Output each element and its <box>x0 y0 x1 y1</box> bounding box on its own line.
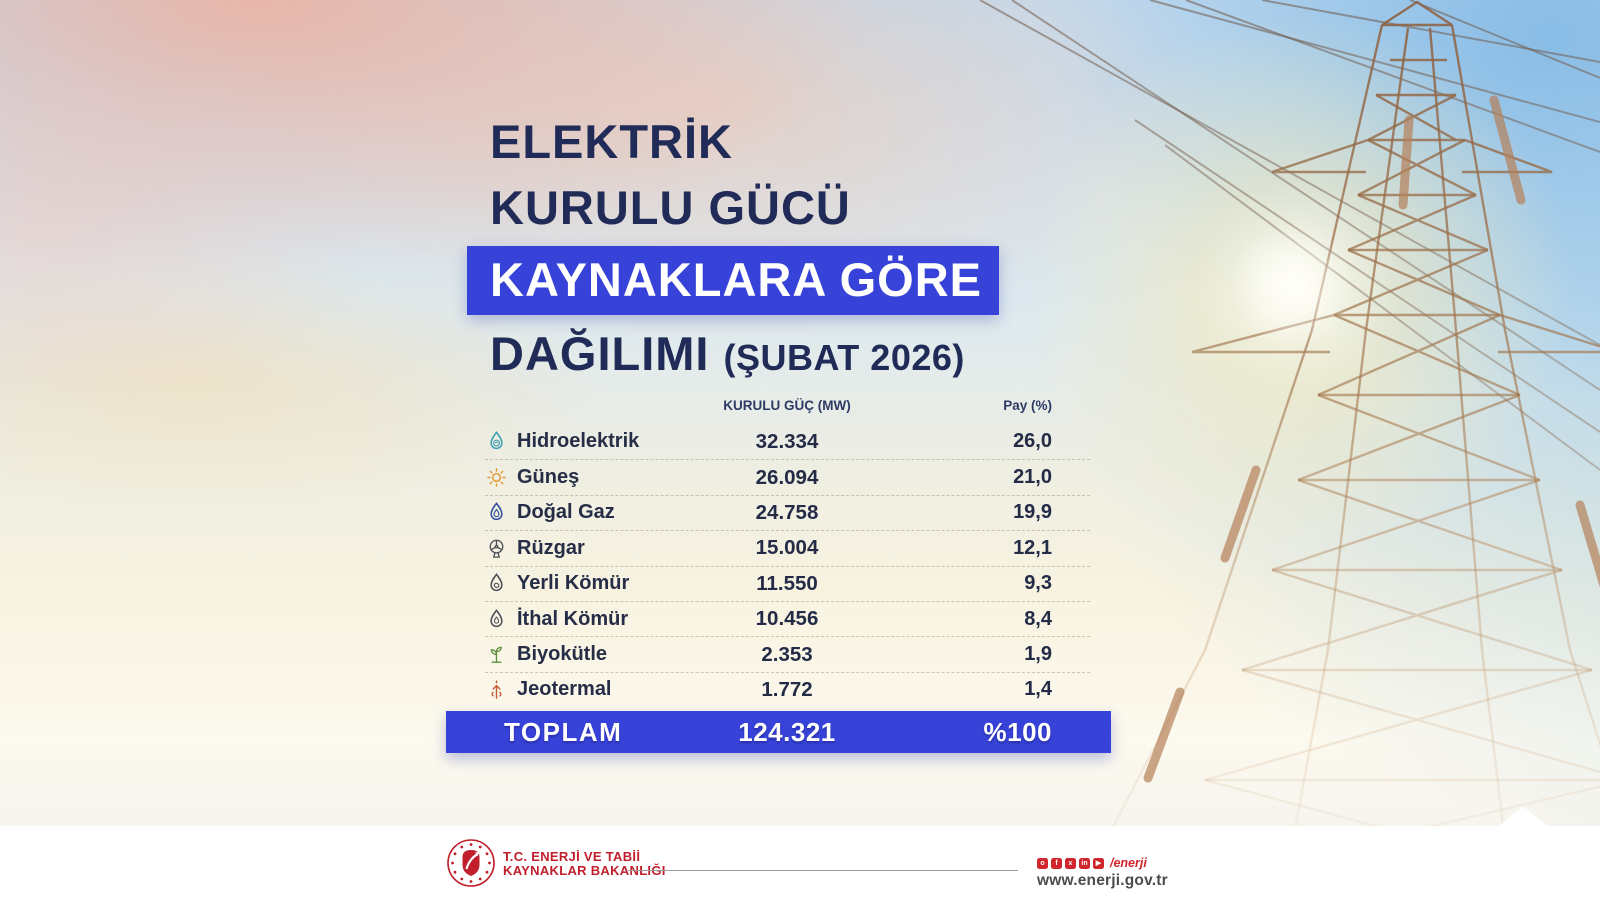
facebook-icon: f <box>1051 857 1062 869</box>
capacity-value: 11.550 <box>756 571 818 595</box>
imported-coal-icon <box>485 608 508 631</box>
capacity-value: 24.758 <box>755 500 819 524</box>
table-row: Doğal Gaz 24.758 19,9 <box>485 494 1090 530</box>
capacity-value: 26.094 <box>755 465 819 489</box>
social-icons-row: o f x in ▶ /enerji <box>1037 856 1168 870</box>
share-value: 1,9 <box>1024 643 1052 666</box>
table-row: Rüzgar 15.004 12,1 <box>485 530 1090 565</box>
source-label: Biyokütle <box>517 643 608 666</box>
total-capacity-value: 124.321 <box>738 716 836 747</box>
share-value: 9,3 <box>1024 572 1052 595</box>
instagram-icon: o <box>1037 857 1048 869</box>
hydro-drop-icon <box>485 430 508 453</box>
column-header-capacity: KURULU GÜÇ (MW) <box>723 398 851 413</box>
title-line-4-date: (ŞUBAT 2026) <box>723 337 965 378</box>
source-label: Doğal Gaz <box>517 501 615 524</box>
title-line-1: ELEKTRİK <box>490 115 733 168</box>
table-row: Güneş 26.094 21,0 <box>485 459 1090 494</box>
domestic-coal-icon <box>485 572 508 595</box>
footer-divider-line <box>628 870 1018 871</box>
sun-core <box>1228 223 1353 348</box>
table-row: Biyokütle 2.353 1,9 <box>485 636 1090 671</box>
table-header: KURULU GÜÇ (MW) Pay (%) <box>446 398 1111 424</box>
capacity-table: KURULU GÜÇ (MW) Pay (%) Hidroelektrik 32… <box>446 398 1111 754</box>
social-handle: /enerji <box>1110 856 1147 870</box>
share-value: 12,1 <box>1013 536 1052 559</box>
title-line-4-main: DAĞILIMI <box>490 327 710 380</box>
share-value: 26,0 <box>1013 430 1052 453</box>
share-value: 19,9 <box>1013 501 1052 524</box>
total-row: TOPLAM 124.321 %100 <box>446 711 1111 754</box>
ministry-name-line2: KAYNAKLAR BAKANLIĞI <box>503 863 666 878</box>
title-line-2: KURULU GÜCÜ <box>490 181 851 234</box>
x-icon: x <box>1065 857 1076 869</box>
table-row: Yerli Kömür 11.550 9,3 <box>485 565 1090 601</box>
ministry-name: T.C. ENERJİ VE TABİİ KAYNAKLAR BAKANLIĞI <box>503 850 666 878</box>
geothermal-icon <box>485 678 508 701</box>
ministry-name-line1: T.C. ENERJİ VE TABİİ <box>503 849 641 864</box>
capacity-value: 10.456 <box>755 607 819 631</box>
ministry-logo <box>447 839 495 887</box>
linkedin-icon: in <box>1079 857 1090 869</box>
title-highlight-box: KAYNAKLARA GÖRE <box>467 246 999 315</box>
column-header-share: Pay (%) <box>1003 398 1052 413</box>
share-value: 21,0 <box>1013 466 1052 489</box>
source-label: Güneş <box>517 466 580 489</box>
power-cables <box>979 0 1600 471</box>
table-row: Hidroelektrik 32.334 26,0 <box>485 424 1090 459</box>
wind-turbine-icon <box>485 537 508 560</box>
source-label: Jeotermal <box>517 678 612 701</box>
share-value: 1,4 <box>1024 678 1052 701</box>
source-label: İthal Kömür <box>517 607 629 630</box>
source-label: Hidroelektrik <box>517 430 640 453</box>
table-row: Jeotermal 1.772 1,4 <box>485 671 1090 707</box>
share-value: 8,4 <box>1024 607 1052 630</box>
insulator-strings <box>1143 95 1600 783</box>
source-label: Rüzgar <box>517 536 585 559</box>
youtube-icon: ▶ <box>1093 857 1104 869</box>
title-line-4: DAĞILIMI (ŞUBAT 2026) <box>490 326 999 381</box>
total-share-value: %100 <box>983 716 1052 747</box>
social-block: o f x in ▶ /enerji www.enerji.gov.tr <box>1037 856 1168 890</box>
capacity-value: 1.772 <box>761 677 813 701</box>
footer-peak-decoration <box>1498 806 1548 827</box>
website-url: www.enerji.gov.tr <box>1037 872 1168 889</box>
total-label: TOPLAM <box>504 716 623 747</box>
footer-bar: T.C. ENERJİ VE TABİİ KAYNAKLAR BAKANLIĞI… <box>0 826 1600 900</box>
capacity-value: 15.004 <box>755 536 819 560</box>
gas-flame-icon <box>485 501 508 524</box>
source-label: Yerli Kömür <box>517 572 630 595</box>
title-block: ELEKTRİK KURULU GÜCÜ KAYNAKLARA GÖRE DAĞ… <box>467 115 999 381</box>
capacity-value: 2.353 <box>761 642 813 666</box>
capacity-value: 32.334 <box>755 429 819 453</box>
sun-icon <box>485 466 508 489</box>
biomass-plant-icon <box>485 643 508 666</box>
table-row: İthal Kömür 10.456 8,4 <box>485 600 1090 636</box>
